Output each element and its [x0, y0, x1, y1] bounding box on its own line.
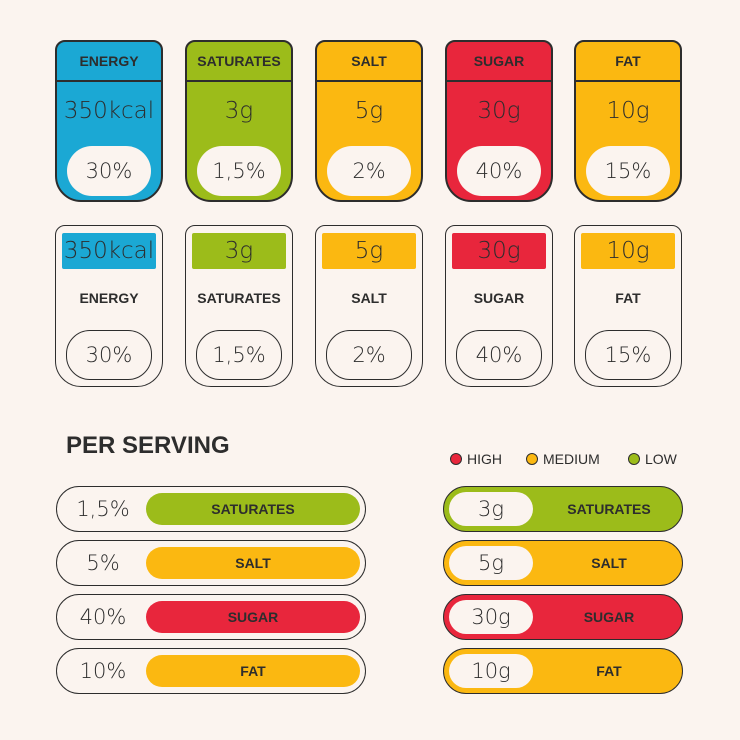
sugar-outline-card: 30g SUGAR 40% — [445, 225, 553, 387]
bar-amount: 10g — [449, 654, 533, 688]
card-amount: 5g — [354, 98, 384, 124]
bar-amount: 3g — [449, 492, 533, 526]
card-amount-bar: 30g — [452, 233, 546, 269]
card-percent: 15% — [586, 146, 670, 196]
card-amount: 10g — [606, 98, 650, 124]
card-label: SUGAR — [473, 290, 525, 306]
card-label: SATURATES — [197, 290, 281, 306]
saturates-outline-card: 3g SATURATES 1,5% — [185, 225, 293, 387]
legend-medium: MEDIUM — [526, 451, 600, 467]
card-label: ENERGY — [79, 290, 139, 306]
card-header: SATURATES — [187, 42, 291, 82]
legend-high: HIGH — [450, 451, 502, 467]
bar-percent: 5% — [86, 551, 120, 575]
bar-percent: 10% — [79, 659, 127, 683]
card-header: FAT — [576, 42, 680, 82]
sugar-percent-bar: 40% SUGAR — [56, 594, 366, 640]
card-header: SALT — [317, 42, 421, 82]
card-header: SUGAR — [447, 42, 551, 82]
card-amount-bar: 3g — [192, 233, 286, 269]
card-amount: 3g — [224, 98, 254, 124]
bar-label: SALT — [146, 547, 360, 579]
salt-gram-bar: 5g SALT — [443, 540, 683, 586]
bar-amount: 5g — [449, 546, 533, 580]
saturates-gram-bar: 3g SATURATES — [443, 486, 683, 532]
card-amount: 30g — [477, 98, 521, 124]
fat-label-card: FAT 10g 15% — [574, 40, 682, 202]
bar-label: SALT — [591, 555, 627, 571]
legend-label: LOW — [645, 451, 677, 467]
card-label: FAT — [615, 290, 641, 306]
bar-label: SUGAR — [583, 609, 635, 625]
legend-low: LOW — [628, 451, 677, 467]
card-amount-bar: 5g — [322, 233, 416, 269]
energy-label-card: ENERGY 350kcal 30% — [55, 40, 163, 202]
fat-percent-bar: 10% FAT — [56, 648, 366, 694]
card-amount: 350kcal — [63, 98, 155, 124]
per-serving-title: PER SERVING — [66, 432, 230, 459]
card-label: SALT — [351, 290, 387, 306]
energy-outline-card: 350kcal ENERGY 30% — [55, 225, 163, 387]
card-amount-bar: 10g — [581, 233, 675, 269]
bar-percent: 40% — [79, 605, 127, 629]
legend-label: HIGH — [467, 451, 502, 467]
bar-label: SUGAR — [146, 601, 360, 633]
fat-outline-card: 10g FAT 15% — [574, 225, 682, 387]
high-dot-icon — [450, 453, 462, 465]
card-percent: 15% — [585, 330, 671, 380]
sugar-gram-bar: 30g SUGAR — [443, 594, 683, 640]
card-percent: 40% — [456, 330, 542, 380]
bar-label: SATURATES — [567, 501, 651, 517]
bar-amount: 30g — [449, 600, 533, 634]
card-percent: 1,5% — [196, 330, 282, 380]
medium-dot-icon — [526, 453, 538, 465]
bar-label: SATURATES — [146, 493, 360, 525]
card-amount-bar: 350kcal — [62, 233, 156, 269]
card-percent: 30% — [67, 146, 151, 196]
saturates-percent-bar: 1,5% SATURATES — [56, 486, 366, 532]
salt-percent-bar: 5% SALT — [56, 540, 366, 586]
salt-outline-card: 5g SALT 2% — [315, 225, 423, 387]
card-percent: 2% — [327, 146, 411, 196]
card-percent: 2% — [326, 330, 412, 380]
low-dot-icon — [628, 453, 640, 465]
sugar-label-card: SUGAR 30g 40% — [445, 40, 553, 202]
bar-percent: 1,5% — [76, 497, 130, 521]
bar-label: FAT — [146, 655, 360, 687]
bar-label: FAT — [596, 663, 622, 679]
card-header: ENERGY — [57, 42, 161, 82]
fat-gram-bar: 10g FAT — [443, 648, 683, 694]
salt-label-card: SALT 5g 2% — [315, 40, 423, 202]
card-percent: 30% — [66, 330, 152, 380]
card-percent: 1,5% — [197, 146, 281, 196]
saturates-label-card: SATURATES 3g 1,5% — [185, 40, 293, 202]
card-percent: 40% — [457, 146, 541, 196]
legend-label: MEDIUM — [543, 451, 600, 467]
